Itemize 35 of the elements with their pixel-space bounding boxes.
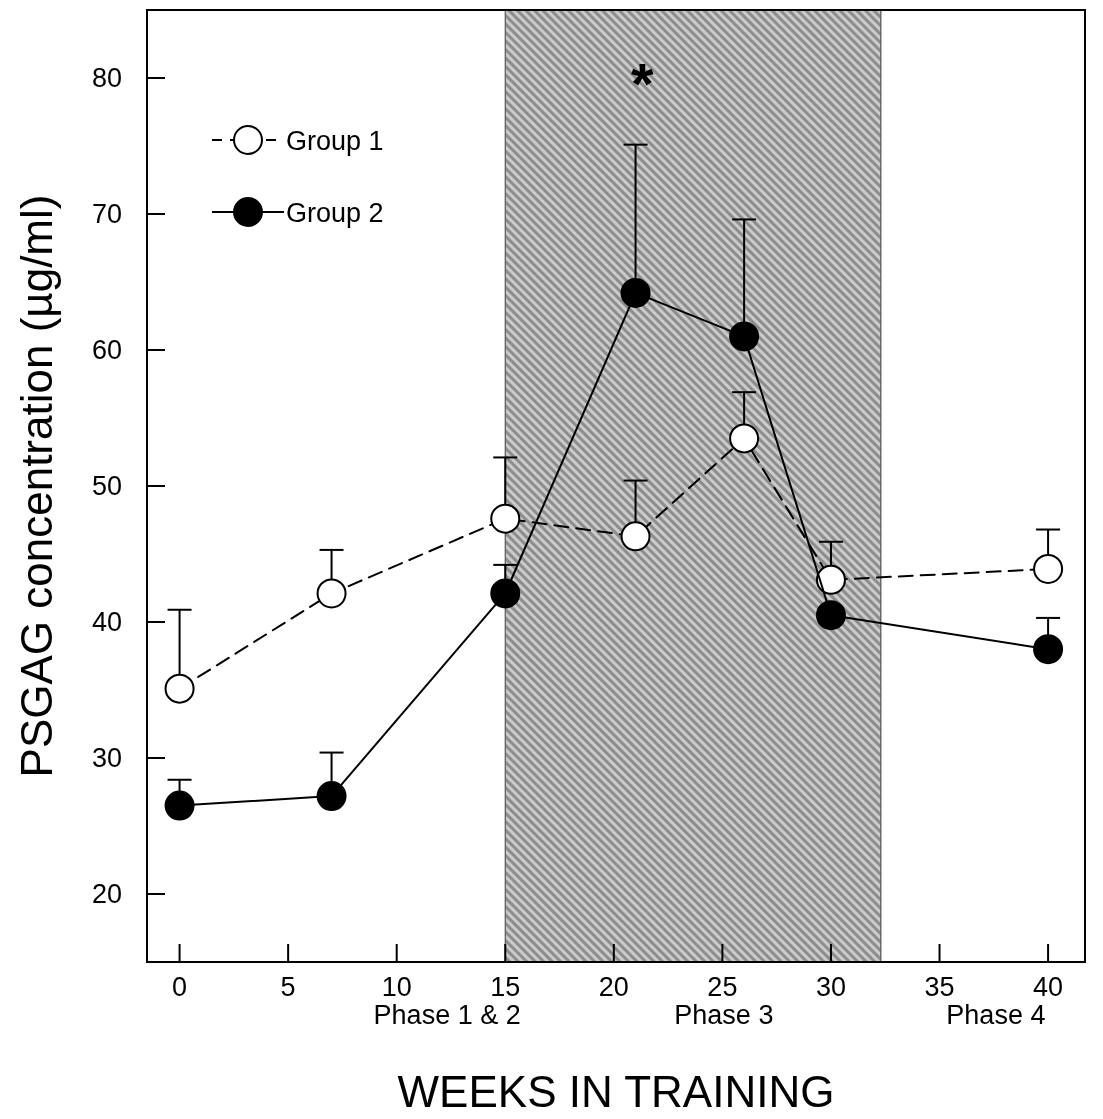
point xyxy=(490,578,521,609)
point xyxy=(620,521,651,552)
y-tick-label: 30 xyxy=(91,743,123,773)
point xyxy=(1033,634,1064,665)
point xyxy=(316,781,347,812)
y-tick-label: 40 xyxy=(91,607,123,637)
point xyxy=(164,790,195,821)
x-tick-label: 20 xyxy=(598,972,629,1002)
y-tick-label: 50 xyxy=(91,471,123,501)
point xyxy=(729,423,760,454)
text: Phase 1 & 2 xyxy=(373,999,521,1030)
point xyxy=(815,564,846,595)
text: Phase 3 xyxy=(674,999,774,1030)
legend-label: Group 1 xyxy=(286,126,384,156)
y-tick-label: 20 xyxy=(91,879,123,909)
x-tick-label: 30 xyxy=(815,972,846,1002)
y-tick-label: 70 xyxy=(91,199,123,229)
point xyxy=(815,600,846,631)
x-tick-label: 25 xyxy=(707,972,738,1002)
legend-label: Group 2 xyxy=(286,198,384,228)
y-tick-label: 60 xyxy=(91,335,123,365)
x-tick-label: 10 xyxy=(381,972,412,1002)
annotation: * xyxy=(630,50,654,116)
point xyxy=(490,503,521,534)
x-tick-label: 0 xyxy=(172,972,188,1002)
point xyxy=(729,321,760,352)
point xyxy=(620,277,651,308)
x-axis-title: WEEKS IN TRAINING xyxy=(397,1067,835,1116)
x-tick-label: 5 xyxy=(280,972,296,1002)
x-tick-label: 40 xyxy=(1033,972,1064,1002)
text: Phase 4 xyxy=(946,999,1046,1030)
x-tick-label: 35 xyxy=(924,972,955,1002)
y-tick-label: 80 xyxy=(91,63,123,93)
x-tick-label: 15 xyxy=(490,972,521,1002)
y-axis-title: PSGAG concentration (µg/ml) xyxy=(12,194,61,778)
